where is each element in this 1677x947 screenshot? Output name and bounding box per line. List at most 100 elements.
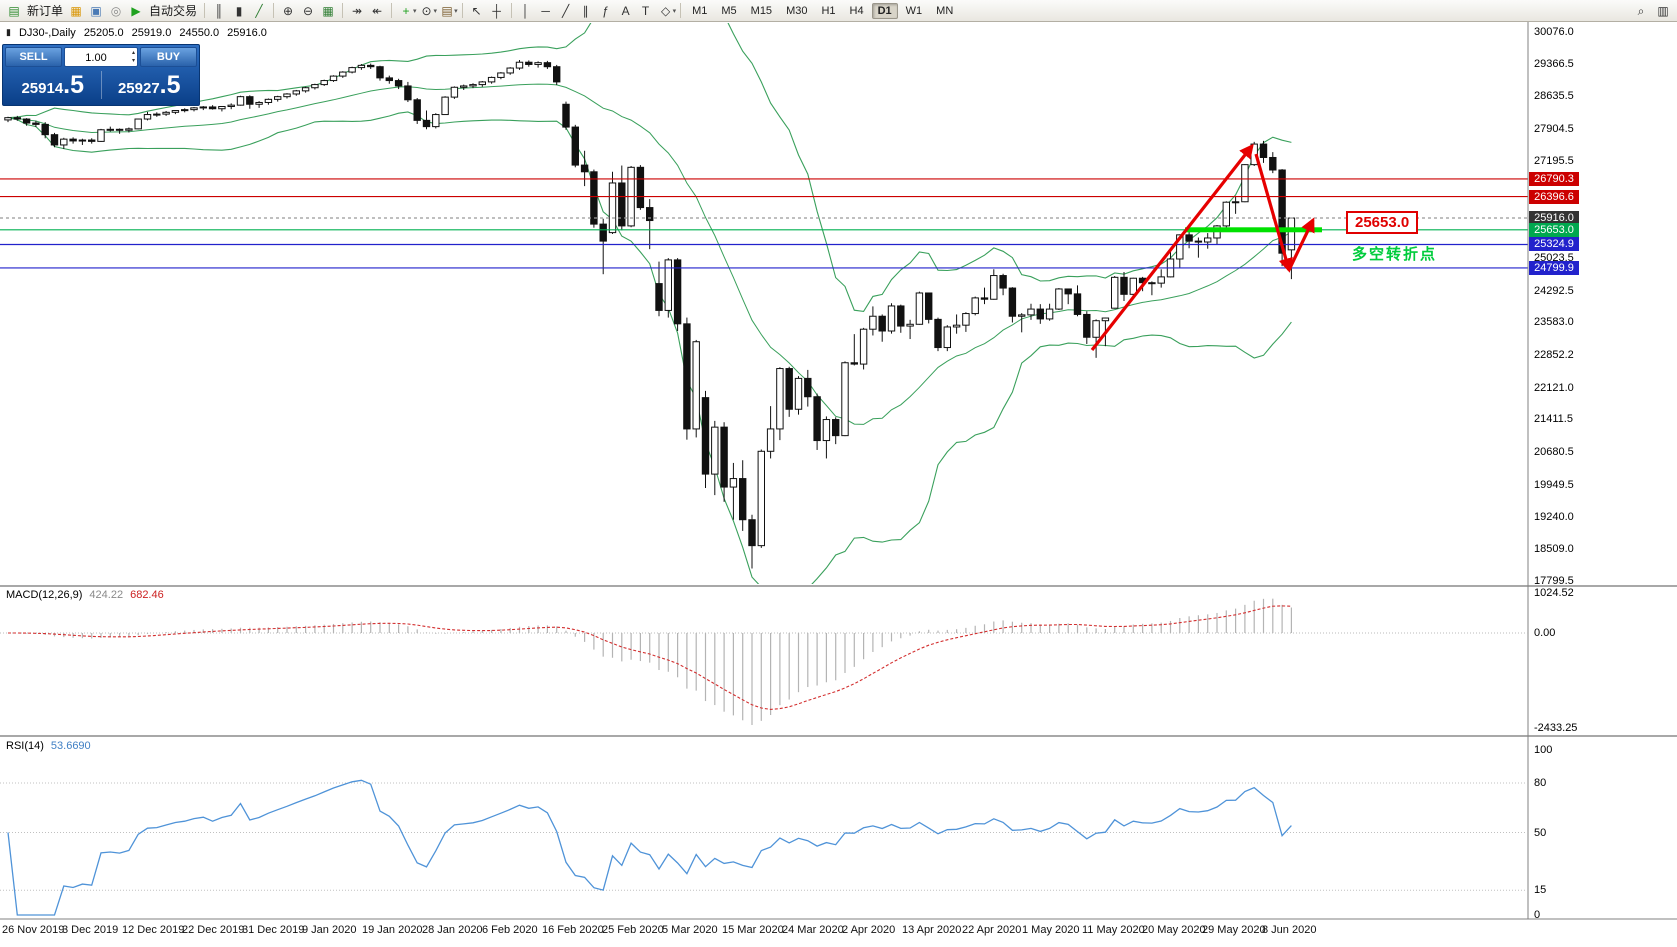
price-tag: 26396.6 bbox=[1529, 189, 1579, 204]
timeframes-icon-caret[interactable]: ▾ bbox=[433, 7, 438, 15]
sell-button[interactable]: SELL bbox=[5, 47, 62, 67]
timeframes-icon[interactable]: ⊙ bbox=[421, 3, 432, 18]
trend-arrow[interactable] bbox=[1254, 153, 1293, 273]
timeframe-d1[interactable]: D1 bbox=[871, 2, 898, 19]
tile-windows-icon[interactable]: ▦ bbox=[322, 3, 334, 18]
label-icon[interactable]: T bbox=[641, 3, 650, 18]
templates-icon-caret[interactable]: ▾ bbox=[454, 7, 458, 15]
price-tick-label: 23583.0 bbox=[1534, 316, 1574, 329]
chart-symbol-period: DJ30-,Daily bbox=[18, 27, 76, 39]
zoom-out-icon[interactable]: ⊖ bbox=[303, 3, 314, 18]
rsi-axis-label: 80 bbox=[1534, 777, 1547, 789]
templates-icon[interactable]: ▤ bbox=[441, 3, 453, 18]
time-axis[interactable]: 26 Nov 2019 3 Dec 2019 12 Dec 2019 22 Dec 2… bbox=[0, 919, 1528, 947]
price-tick-label: 20680.5 bbox=[1534, 446, 1574, 459]
timeframe-m15[interactable]: M15 bbox=[750, 4, 773, 17]
signals-icon[interactable]: ◎ bbox=[110, 3, 122, 18]
new-order-label[interactable]: 新订单 bbox=[27, 4, 64, 18]
toolbar: ▤ 新订单 ▦ ▣ ◎ ▶ 自动交易 ║ ▮ ╱ ⊕ ⊖ ▦ ↠ ↞ + ▾ ⊙ ▾ ▤ ▾ ↖ ┼ │ ─ ╱ ∥ ƒ A T ◇ ▾ M1… bbox=[0, 0, 1677, 22]
fibonacci-icon[interactable]: ƒ bbox=[602, 3, 609, 18]
bollinger-bands bbox=[7, 23, 1292, 584]
price-tag: 25324.9 bbox=[1529, 237, 1579, 252]
time-axis-label: 26 Nov 2019 bbox=[2, 924, 65, 936]
timeframe-m5[interactable]: M5 bbox=[721, 4, 737, 17]
time-axis-label: 6 Feb 2020 bbox=[482, 924, 538, 936]
chart-window-icon[interactable]: ▦ bbox=[70, 3, 82, 18]
indicators-icon[interactable]: + bbox=[402, 3, 410, 18]
thick-support-line[interactable] bbox=[1185, 227, 1322, 233]
hline-icon[interactable]: ─ bbox=[541, 3, 550, 18]
time-axis-label: 1 May 2020 bbox=[1022, 924, 1080, 936]
channel-icon[interactable]: ∥ bbox=[582, 3, 589, 18]
time-axis-label: 16 Feb 2020 bbox=[542, 924, 604, 936]
sell-price-display: 25914.5 bbox=[21, 70, 85, 99]
bar-chart-icon[interactable]: ║ bbox=[214, 3, 224, 18]
ohlc-close: 25916.0 bbox=[227, 27, 267, 39]
volume-up-icon[interactable]: ▴ bbox=[131, 50, 135, 56]
trendline-icon[interactable]: ╱ bbox=[561, 3, 570, 18]
time-axis-label: 22 Dec 2019 bbox=[182, 924, 245, 936]
autotrade-label[interactable]: 自动交易 bbox=[149, 4, 198, 18]
toolbar-separator bbox=[273, 3, 275, 18]
time-axis-label: 20 May 2020 bbox=[1142, 924, 1206, 936]
timeframe-m30[interactable]: M30 bbox=[786, 4, 808, 17]
candles bbox=[4, 59, 1296, 569]
price-tag: 25916.0 bbox=[1529, 211, 1579, 226]
timeframe-h4[interactable]: H4 bbox=[849, 4, 864, 17]
time-axis-label: 19 Jan 2020 bbox=[362, 924, 423, 936]
zoom-in-icon[interactable]: ⊕ bbox=[283, 3, 294, 18]
window-layout-icon[interactable]: ▥ bbox=[1657, 3, 1669, 18]
ohlc-low: 24550.0 bbox=[179, 27, 220, 39]
trend-arrow[interactable] bbox=[1090, 143, 1254, 351]
turning-point-note[interactable]: 多空转折点 bbox=[1352, 246, 1438, 263]
toolbar-separator bbox=[342, 3, 344, 18]
rsi-value: 53.6690 bbox=[50, 740, 91, 752]
price-tick-label: 27904.5 bbox=[1534, 123, 1574, 136]
price-tick-label: 17799.5 bbox=[1534, 575, 1574, 587]
price-tag: 24799.9 bbox=[1529, 260, 1579, 275]
timeframe-mn[interactable]: MN bbox=[936, 4, 954, 17]
macd-axis-label: 0.00 bbox=[1534, 627, 1556, 639]
volume-input[interactable] bbox=[65, 49, 137, 67]
time-axis-label: 9 Jan 2020 bbox=[302, 924, 357, 936]
price-tick-label: 22121.0 bbox=[1534, 381, 1574, 394]
panel-separator[interactable] bbox=[0, 585, 1677, 587]
rsi-axis-label: 100 bbox=[1534, 744, 1553, 756]
chart-shift-icon[interactable]: ↞ bbox=[372, 3, 383, 18]
panel-separator[interactable] bbox=[0, 735, 1677, 737]
price-level-flag[interactable]: 25653.0 bbox=[1346, 211, 1419, 234]
line-chart-icon[interactable]: ╱ bbox=[255, 3, 263, 18]
autotrade-play-icon[interactable]: ▶ bbox=[131, 3, 141, 18]
crosshair-icon[interactable]: ┼ bbox=[492, 3, 501, 18]
time-axis-label: 29 May 2020 bbox=[1202, 924, 1266, 936]
timeframe-h1[interactable]: H1 bbox=[821, 4, 836, 17]
rsi-axis-label: 50 bbox=[1534, 826, 1547, 839]
toolbar-right-items: ⌕ ▥ bbox=[1631, 2, 1673, 20]
price-tick-label: 21411.5 bbox=[1534, 413, 1573, 426]
search-icon[interactable]: ⌕ bbox=[1637, 3, 1645, 18]
price-tag: 26790.3 bbox=[1529, 171, 1579, 186]
cursor-icon[interactable]: ↖ bbox=[471, 3, 482, 18]
shapes-icon-caret[interactable]: ▾ bbox=[672, 7, 677, 15]
rsi-axis-label: 15 bbox=[1534, 884, 1547, 897]
candlestick-chart-icon[interactable]: ▮ bbox=[235, 3, 243, 18]
time-axis-label: 25 Feb 2020 bbox=[602, 924, 664, 936]
timeframe-m1[interactable]: M1 bbox=[692, 4, 708, 17]
volume-down-icon[interactable]: ▾ bbox=[131, 58, 135, 64]
timeframe-w1[interactable]: W1 bbox=[905, 4, 923, 17]
text-icon[interactable]: A bbox=[621, 3, 630, 18]
toolbar-separator bbox=[680, 3, 682, 18]
one-click-trading-panel: SELL ▴ ▾ BUY 25914.5 25927.5 bbox=[2, 44, 200, 106]
price-axis[interactable]: 30076.0 29366.5 28635.5 27904.5 27195.5 25023… bbox=[1528, 22, 1677, 921]
auto-scroll-icon[interactable]: ↠ bbox=[352, 3, 363, 18]
vline-icon[interactable]: │ bbox=[521, 3, 530, 18]
shapes-icon[interactable]: ◇ bbox=[660, 3, 671, 18]
macd-signal-value: 682.46 bbox=[130, 589, 164, 601]
indicators-icon-caret[interactable]: ▾ bbox=[413, 7, 417, 15]
trend-arrow[interactable] bbox=[1287, 217, 1315, 271]
new-order-icon[interactable]: ▤ bbox=[8, 3, 20, 18]
buy-button[interactable]: BUY bbox=[140, 47, 197, 67]
profile-icon[interactable]: ▣ bbox=[90, 3, 102, 18]
